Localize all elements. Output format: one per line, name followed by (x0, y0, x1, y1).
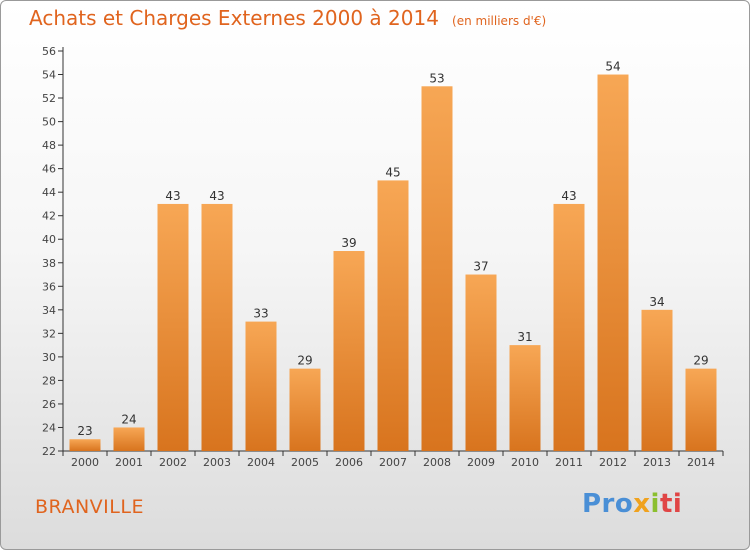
y-tick-label: 46 (42, 163, 56, 176)
data-label: 43 (165, 189, 180, 203)
y-tick-label: 22 (42, 445, 56, 458)
y-tick-label: 50 (42, 116, 56, 129)
logo-part: x (633, 489, 651, 519)
y-tick-label: 26 (42, 398, 56, 411)
bar (377, 180, 409, 452)
bar (201, 203, 233, 451)
y-tick-label: 28 (42, 374, 56, 387)
bar (597, 74, 629, 451)
logo-part: ti (659, 489, 683, 519)
bar (245, 321, 277, 451)
y-tick-label: 56 (42, 45, 56, 58)
y-tick-label: 30 (42, 351, 56, 364)
logo-part: i (650, 489, 660, 519)
chart-title: Achats et Charges Externes 2000 à 2014 (… (29, 6, 546, 30)
y-tick-label: 38 (42, 257, 56, 270)
data-label: 45 (385, 165, 400, 179)
bar (641, 309, 673, 451)
data-label: 43 (561, 189, 576, 203)
bar (685, 368, 717, 451)
chart-title-text: Achats et Charges Externes 2000 à 2014 (29, 6, 439, 30)
bar (69, 439, 101, 451)
x-tick-label: 2008 (423, 456, 451, 469)
logo-part: Pro (582, 489, 634, 519)
proxiti-logo: Proxiti (582, 489, 682, 519)
x-tick-label: 2006 (335, 456, 363, 469)
data-label: 33 (253, 307, 268, 321)
x-tick-label: 2011 (555, 456, 583, 469)
y-tick-label: 54 (42, 69, 56, 82)
bar (113, 427, 145, 451)
data-label: 34 (649, 295, 664, 309)
x-tick-label: 2013 (643, 456, 671, 469)
x-tick-label: 2007 (379, 456, 407, 469)
data-label: 37 (473, 260, 488, 274)
y-tick-label: 40 (42, 233, 56, 246)
x-tick-label: 2000 (71, 456, 99, 469)
x-tick-label: 2004 (247, 456, 275, 469)
x-tick-label: 2014 (687, 456, 715, 469)
y-tick-label: 48 (42, 139, 56, 152)
data-label: 39 (341, 236, 356, 250)
data-label: 31 (517, 330, 532, 344)
bar (289, 368, 321, 451)
bar (421, 86, 453, 451)
bar (157, 203, 189, 451)
x-tick-label: 2009 (467, 456, 495, 469)
data-label: 23 (77, 424, 92, 438)
x-tick-label: 2001 (115, 456, 143, 469)
x-tick-label: 2003 (203, 456, 231, 469)
y-tick-label: 24 (42, 421, 56, 434)
bar (465, 274, 497, 451)
x-tick-label: 2012 (599, 456, 627, 469)
x-tick-label: 2005 (291, 456, 319, 469)
y-tick-label: 42 (42, 210, 56, 223)
x-tick-label: 2010 (511, 456, 539, 469)
y-tick-label: 34 (42, 304, 56, 317)
data-label: 53 (429, 71, 444, 85)
y-tick-label: 36 (42, 280, 56, 293)
y-tick-label: 52 (42, 92, 56, 105)
bar (553, 203, 585, 451)
data-label: 29 (297, 354, 312, 368)
town-name: BRANVILLE (35, 496, 144, 518)
data-label: 43 (209, 189, 224, 203)
data-label: 29 (693, 354, 708, 368)
chart-unit: (en milliers d'€) (452, 14, 547, 28)
bar (509, 345, 541, 451)
bar (333, 251, 365, 451)
y-tick-label: 44 (42, 186, 56, 199)
x-tick-label: 2002 (159, 456, 187, 469)
y-tick-label: 32 (42, 327, 56, 340)
data-label: 24 (121, 412, 136, 426)
data-label: 54 (605, 60, 620, 74)
